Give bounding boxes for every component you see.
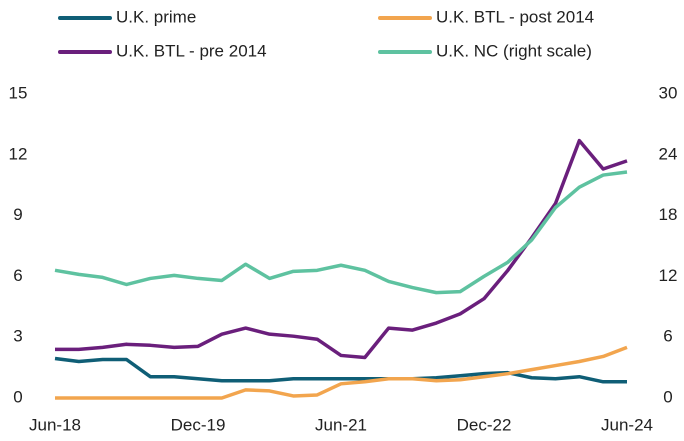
- legend-label: U.K. NC (right scale): [436, 41, 592, 60]
- series-line: [54, 356, 627, 384]
- x-tick-label: Jun-21: [315, 415, 367, 434]
- y2-tick-label: 0: [663, 387, 672, 406]
- series-line: [55, 138, 628, 360]
- y-tick-label: 6: [13, 266, 22, 285]
- y-tick-label: 9: [13, 205, 22, 224]
- y2-tick-label: 18: [659, 205, 678, 224]
- series-line: [54, 170, 628, 295]
- series-line: [55, 345, 628, 400]
- y2-tick-label: 6: [663, 327, 672, 346]
- x-tick-label: Dec-22: [457, 415, 512, 434]
- y-tick-label: 3: [13, 327, 22, 346]
- x-tick-label: Jun-24: [601, 415, 653, 434]
- legend-label: U.K. BTL - pre 2014: [116, 41, 267, 60]
- legend-label: U.K. BTL - post 2014: [436, 7, 594, 26]
- y-tick-label: 0: [13, 387, 22, 406]
- x-tick-label: Jun-18: [29, 415, 81, 434]
- y-tick-label: 12: [9, 144, 28, 163]
- y2-tick-label: 12: [659, 266, 678, 285]
- legend-label: U.K. prime: [116, 7, 196, 26]
- y2-tick-label: 30: [659, 83, 678, 102]
- x-tick-label: Dec-19: [171, 415, 226, 434]
- y-tick-label: 15: [9, 83, 28, 102]
- y2-tick-label: 24: [659, 144, 678, 163]
